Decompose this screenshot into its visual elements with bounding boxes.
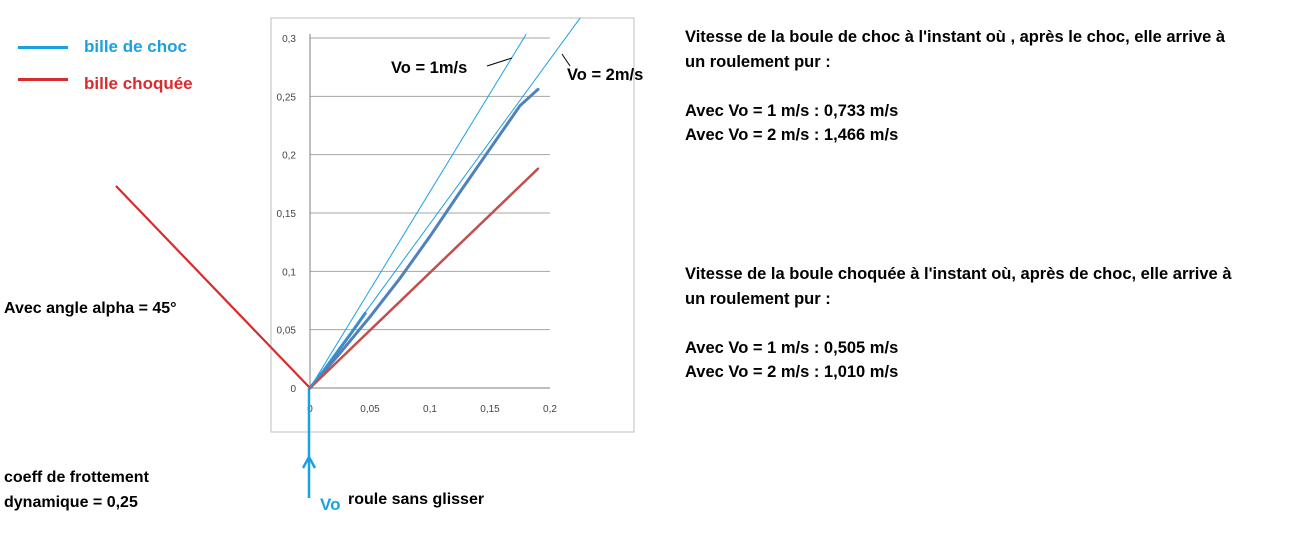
annotation-vo2-pointer: [561, 53, 571, 67]
right-block-1-line2: un roulement pur :: [685, 52, 831, 71]
right-block-1-line4: Avec Vo = 2 m/s : 1,466 m/s: [685, 126, 899, 144]
right-block-2-line2: un roulement pur :: [685, 289, 831, 308]
y-tick-label: 0,1: [282, 267, 296, 278]
legend-line-bille-choquee: [18, 78, 68, 81]
right-block-1-line1: Vitesse de la boule de choc à l'instant …: [685, 28, 1226, 46]
y-tick-label: 0,15: [277, 209, 297, 220]
friction-note-line1: coeff de frottement: [4, 469, 149, 486]
right-block-1: Vitesse de la boule de choc à l'instant …: [685, 25, 1225, 148]
y-tick-label: 0,25: [277, 92, 297, 103]
y-tick-label: 0,2: [282, 151, 296, 162]
right-block-2-line4: Avec Vo = 2 m/s : 1,010 m/s: [685, 363, 899, 381]
legend-line-bille-de-choc: [18, 46, 68, 49]
right-block-1-line3: Avec Vo = 1 m/s : 0,733 m/s: [685, 101, 899, 120]
x-tick-label: 0,1: [423, 404, 437, 415]
friction-note-line2: dynamique = 0,25: [4, 494, 138, 511]
series-vo2-line: [309, 17, 581, 389]
rolling-note: roule sans glisser: [348, 491, 485, 508]
legend-label-bille-de-choc: bille de choc: [84, 37, 187, 56]
y-tick-label: 0,3: [282, 34, 296, 45]
y-tick-label: 0: [290, 384, 296, 395]
x-tick-label: 0,2: [543, 404, 557, 415]
right-block-2-line3: Avec Vo = 1 m/s : 0,505 m/s: [685, 338, 899, 357]
right-block-2: Vitesse de la boule choquée à l'instant …: [685, 262, 1232, 385]
series-choque-line: [308, 167, 540, 390]
incline-line: [115, 185, 311, 389]
x-tick-label: 0,05: [360, 404, 380, 415]
vo-label: Vo: [320, 495, 341, 514]
right-block-2-line1: Vitesse de la boule choquée à l'instant …: [685, 265, 1232, 283]
annotation-vo1-pointer: [486, 57, 513, 67]
annotation-vo2: Vo = 2m/s: [567, 66, 643, 84]
series-choc-curve: [308, 87, 540, 390]
vo-arrow-icon: [301, 454, 317, 469]
legend-label-bille-choquee: bille choquée: [84, 74, 193, 93]
series-vo1-line: [309, 34, 527, 389]
y-tick-label: 0,05: [277, 326, 297, 337]
angle-note: Avec angle alpha = 45°: [4, 300, 177, 317]
x-tick-label: 0,15: [480, 404, 500, 415]
annotation-vo1: Vo = 1m/s: [391, 59, 467, 77]
